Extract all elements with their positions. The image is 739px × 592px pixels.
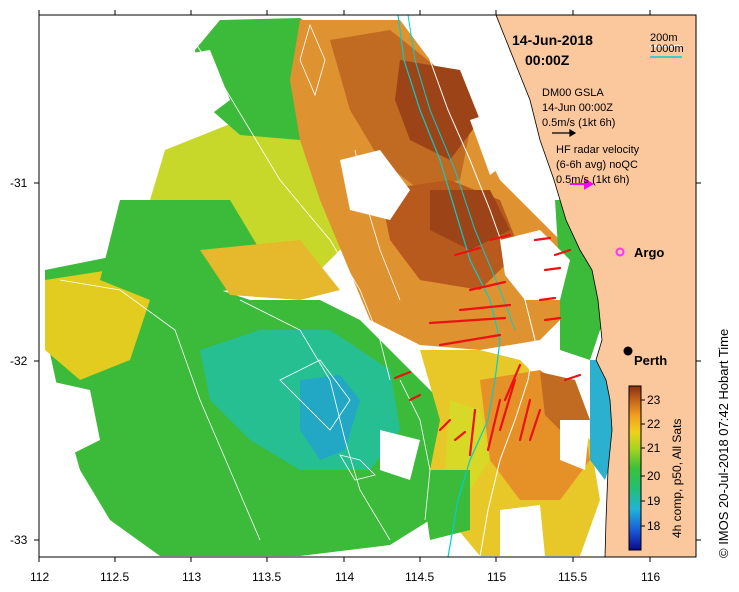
gsla-scale-arrow xyxy=(552,128,577,138)
colorbar-tick-label: 23 xyxy=(647,393,661,407)
isobath-200m xyxy=(419,15,536,557)
colorbar xyxy=(628,385,642,551)
isobath-1000m xyxy=(397,15,501,557)
radar-note-line-2: (6-6h avg) noQC xyxy=(556,159,638,171)
legend-label-1000m: 1000m xyxy=(650,43,684,55)
x-tick-label: 115.5 xyxy=(558,570,588,584)
y-tick-label: -32 xyxy=(10,354,28,368)
colorbar-tick-label: 22 xyxy=(647,417,661,431)
y-tick-label: -31 xyxy=(10,176,28,190)
y-tick-label: -33 xyxy=(10,533,28,547)
colorbar-tick-label: 19 xyxy=(647,494,661,508)
gsla-note-line-3: 0.5m/s (1kt 6h) xyxy=(542,117,616,129)
colorbar-title: 4h comp, p50, All Sats xyxy=(670,418,684,538)
radar-note-line-3: 0.5m/s (1kt 6h) xyxy=(556,174,630,186)
legend-label-200m: 200m xyxy=(650,32,678,44)
x-tick-label: 114 xyxy=(335,570,355,584)
credit-text: © IMOS 20-Jul-2018 07:42 Hobart Time xyxy=(716,328,731,558)
sla-contours xyxy=(59,19,431,541)
map-time: 00:00Z xyxy=(525,52,570,68)
x-tick-label: 112 xyxy=(30,570,50,584)
missing-data xyxy=(40,50,590,556)
x-tick-label: 113.5 xyxy=(252,570,282,584)
x-tick-label: 113 xyxy=(182,570,202,584)
radar-note-line-1: HF radar velocity xyxy=(556,144,640,156)
gsla-note-line-1: DM00 GSLA xyxy=(542,87,604,99)
land xyxy=(495,15,696,557)
colorbar-tick-label: 21 xyxy=(647,441,661,455)
argo-marker xyxy=(615,247,625,257)
x-tick-label: 115 xyxy=(487,570,507,584)
perth-marker xyxy=(623,346,633,356)
colorbar-tick-label: 20 xyxy=(647,469,661,483)
map-date: 14-Jun-2018 xyxy=(512,32,593,48)
argo-label: Argo xyxy=(634,245,665,260)
x-tick-label: 112.5 xyxy=(100,570,130,584)
colorbar-tick-label: 18 xyxy=(647,519,661,533)
radar-vectors xyxy=(393,233,582,457)
radar-scale-arrow xyxy=(570,178,595,190)
gsla-note-line-2: 14-Jun 00:00Z xyxy=(542,102,613,114)
perth-label: Perth xyxy=(634,353,668,368)
x-tick-label: 114.5 xyxy=(405,570,435,584)
tick-marks xyxy=(34,10,701,562)
x-tick-label: 116 xyxy=(641,570,661,584)
